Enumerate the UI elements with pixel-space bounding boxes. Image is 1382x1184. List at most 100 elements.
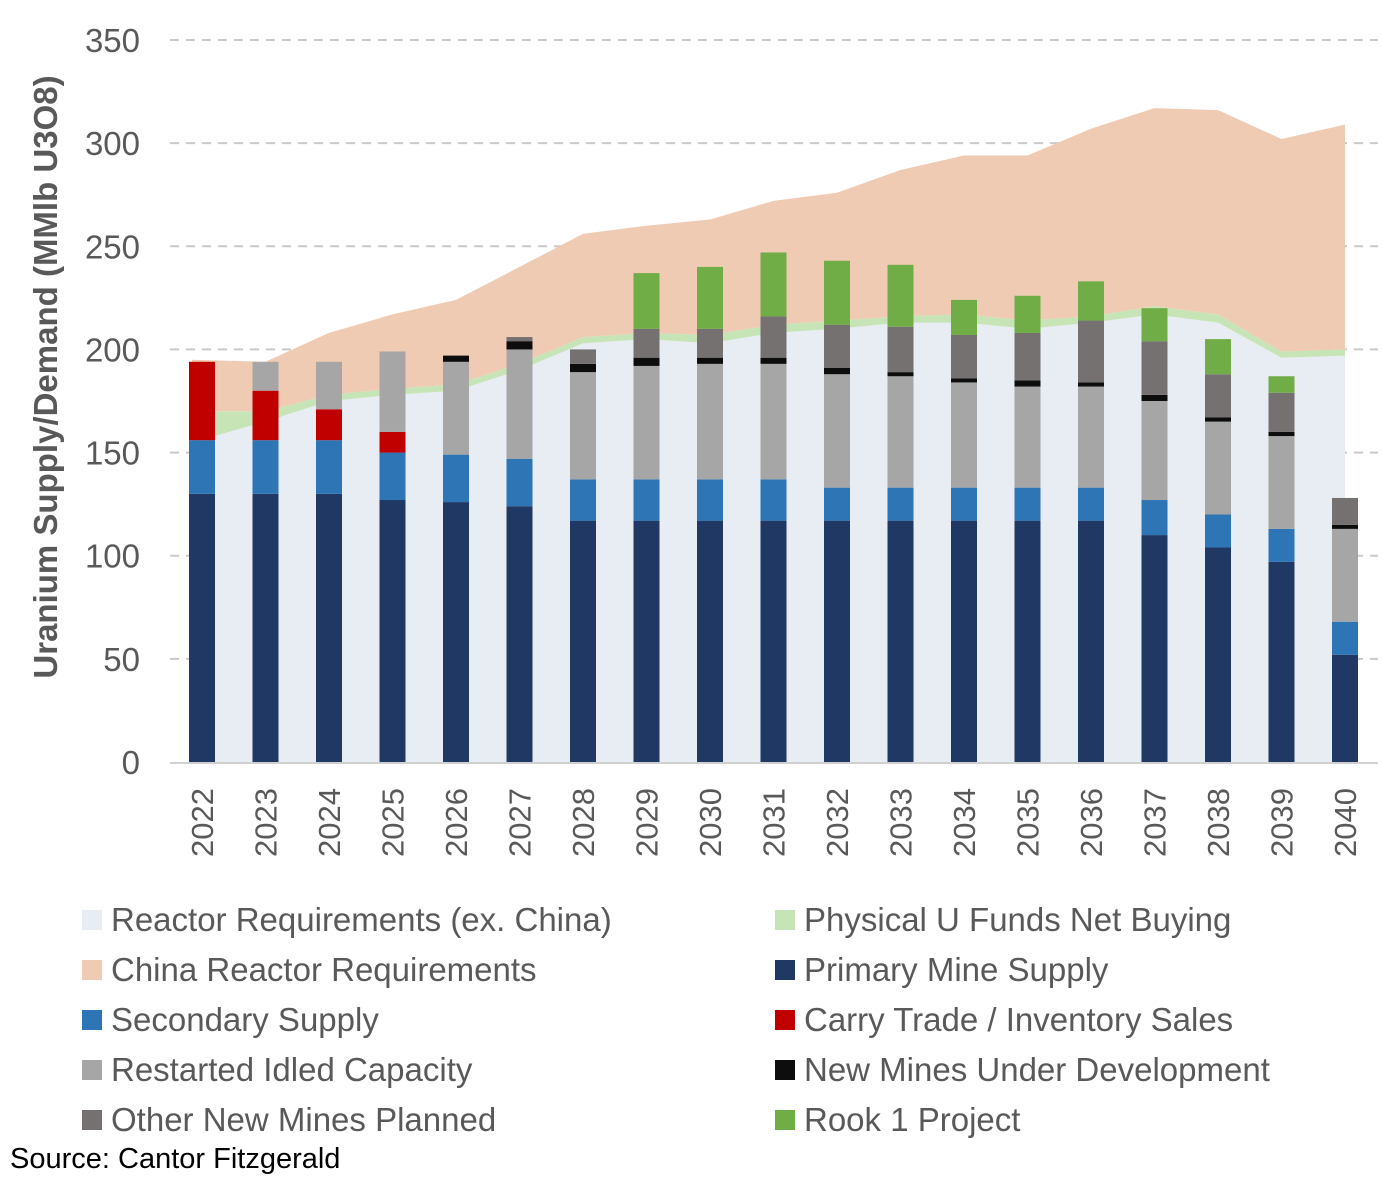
legend-item: Physical U Funds Net Buying bbox=[775, 895, 1231, 945]
legend-label: Primary Mine Supply bbox=[804, 951, 1109, 988]
bar-restarted-idled-capacity-2036 bbox=[1078, 386, 1104, 488]
legend-swatch bbox=[82, 1110, 102, 1130]
bar-primary-mine-supply-2026 bbox=[443, 502, 469, 762]
legend-item: New Mines Under Development bbox=[775, 1045, 1270, 1095]
bar-rook-1-project-2033 bbox=[887, 264, 914, 327]
bar-restarted-idled-capacity-2029 bbox=[633, 365, 660, 480]
legend-label: Secondary Supply bbox=[111, 1001, 379, 1038]
legend-label: China Reactor Requirements bbox=[111, 951, 537, 988]
x-tick-label: 2037 bbox=[1138, 788, 1173, 857]
y-tick-label: 100 bbox=[85, 538, 140, 575]
legend-item: China Reactor Requirements bbox=[82, 945, 537, 995]
bar-other-new-mines-planned-2029 bbox=[633, 328, 660, 358]
legend-item: Primary Mine Supply bbox=[775, 945, 1108, 995]
x-tick-label: 2035 bbox=[1011, 788, 1046, 857]
bar-secondary-supply-2036 bbox=[1078, 487, 1104, 521]
bar-secondary-supply-2028 bbox=[570, 479, 596, 521]
chart: 0 50 100 150 200 250 300 350 2022 2023 2024 2025 202… bbox=[27, 22, 1378, 857]
bar-rook-1-project-2031 bbox=[760, 252, 787, 317]
bar-new-mines-under-development-2026 bbox=[443, 355, 469, 362]
legend-swatch bbox=[82, 960, 102, 980]
bar-restarted-idled-capacity-2030 bbox=[697, 363, 723, 480]
bar-primary-mine-supply-2036 bbox=[1078, 520, 1104, 762]
bar-other-new-mines-planned-2039 bbox=[1268, 392, 1295, 432]
bar-new-mines-under-development-2034 bbox=[951, 378, 977, 383]
bar-other-new-mines-planned-2028 bbox=[570, 349, 596, 364]
bar-new-mines-under-development-2031 bbox=[760, 357, 787, 364]
bar-primary-mine-supply-2032 bbox=[824, 520, 850, 762]
bar-other-new-mines-planned-2032 bbox=[824, 324, 850, 368]
y-axis-label: Uranium Supply/Demand (MMlb U3O8) bbox=[27, 75, 64, 678]
bar-secondary-supply-2025 bbox=[379, 452, 406, 501]
legend-item: Restarted Idled Capacity bbox=[82, 1045, 472, 1095]
bar-restarted-idled-capacity-2027 bbox=[506, 349, 533, 459]
bar-primary-mine-supply-2034 bbox=[951, 520, 977, 762]
bar-restarted-idled-capacity-2040 bbox=[1332, 528, 1358, 622]
y-tick-label: 250 bbox=[85, 228, 140, 265]
bar-rook-1-project-2037 bbox=[1141, 308, 1168, 342]
y-tick-label: 150 bbox=[85, 435, 140, 472]
bar-carry-trade-inventory-sales-2022 bbox=[189, 361, 215, 441]
bar-secondary-supply-2038 bbox=[1205, 514, 1231, 548]
legend-label: Restarted Idled Capacity bbox=[111, 1051, 473, 1088]
bar-new-mines-under-development-2036 bbox=[1078, 382, 1104, 387]
bar-primary-mine-supply-2023 bbox=[252, 493, 279, 762]
bar-restarted-idled-capacity-2028 bbox=[570, 372, 596, 480]
bar-primary-mine-supply-2037 bbox=[1141, 535, 1168, 762]
bar-secondary-supply-2029 bbox=[633, 479, 660, 521]
x-tick-label: 2033 bbox=[884, 788, 919, 857]
bar-rook-1-project-2029 bbox=[633, 273, 660, 329]
bar-primary-mine-supply-2028 bbox=[570, 520, 596, 762]
x-tick-label: 2032 bbox=[820, 788, 855, 857]
bar-rook-1-project-2034 bbox=[951, 299, 977, 335]
bar-restarted-idled-capacity-2038 bbox=[1205, 421, 1231, 515]
x-tick-label: 2040 bbox=[1328, 788, 1363, 857]
bar-other-new-mines-planned-2027 bbox=[506, 337, 533, 342]
axes: 0 50 100 150 200 250 300 350 2022 2023 2024 2025 202… bbox=[85, 22, 1378, 857]
legend-swatch bbox=[82, 1060, 102, 1080]
legend-item: Other New Mines Planned bbox=[82, 1095, 496, 1145]
legend-item: Reactor Requirements (ex. China) bbox=[82, 895, 612, 945]
bar-restarted-idled-capacity-2039 bbox=[1268, 436, 1295, 529]
x-tick-label: 2024 bbox=[312, 788, 347, 857]
bar-carry-trade-inventory-sales-2025 bbox=[379, 431, 406, 453]
bar-rook-1-project-2035 bbox=[1014, 295, 1041, 333]
bar-primary-mine-supply-2033 bbox=[887, 520, 914, 762]
bar-rook-1-project-2038 bbox=[1205, 339, 1231, 375]
legend-swatch bbox=[775, 1010, 795, 1030]
bar-restarted-idled-capacity-2032 bbox=[824, 374, 850, 488]
bar-restarted-idled-capacity-2037 bbox=[1141, 401, 1168, 501]
bar-primary-mine-supply-2025 bbox=[379, 500, 406, 762]
bar-other-new-mines-planned-2036 bbox=[1078, 320, 1104, 383]
bar-new-mines-under-development-2027 bbox=[506, 341, 533, 350]
bar-restarted-idled-capacity-2025 bbox=[379, 351, 406, 432]
bar-restarted-idled-capacity-2035 bbox=[1014, 386, 1041, 488]
bar-secondary-supply-2024 bbox=[316, 440, 342, 494]
x-tick-label: 2022 bbox=[185, 788, 220, 857]
bar-new-mines-under-development-2029 bbox=[633, 357, 660, 366]
x-tick-label: 2036 bbox=[1074, 788, 1109, 857]
bar-rook-1-project-2036 bbox=[1078, 281, 1104, 321]
legend-swatch bbox=[82, 1010, 102, 1030]
bar-rook-1-project-2030 bbox=[697, 266, 723, 329]
bar-secondary-supply-2023 bbox=[252, 440, 279, 494]
legend-label: Rook 1 Project bbox=[804, 1101, 1021, 1138]
y-tick-label: 300 bbox=[85, 125, 140, 162]
legend-label: New Mines Under Development bbox=[804, 1051, 1270, 1088]
bar-other-new-mines-planned-2037 bbox=[1141, 341, 1168, 395]
bar-carry-trade-inventory-sales-2024 bbox=[316, 409, 342, 441]
bar-primary-mine-supply-2038 bbox=[1205, 547, 1231, 762]
bar-new-mines-under-development-2035 bbox=[1014, 380, 1041, 387]
bar-secondary-supply-2040 bbox=[1332, 621, 1358, 655]
bar-restarted-idled-capacity-2031 bbox=[760, 363, 787, 480]
source-note: Source: Cantor Fitzgerald bbox=[10, 1143, 341, 1175]
bar-other-new-mines-planned-2033 bbox=[887, 326, 914, 373]
x-tick-label: 2034 bbox=[947, 788, 982, 857]
legend-swatch bbox=[775, 910, 795, 930]
bar-primary-mine-supply-2027 bbox=[506, 506, 533, 762]
y-tick-label: 200 bbox=[85, 331, 140, 368]
bar-new-mines-under-development-2039 bbox=[1268, 431, 1295, 437]
bar-new-mines-under-development-2032 bbox=[824, 367, 850, 375]
bar-secondary-supply-2032 bbox=[824, 487, 850, 521]
bar-carry-trade-inventory-sales-2023 bbox=[252, 390, 279, 441]
